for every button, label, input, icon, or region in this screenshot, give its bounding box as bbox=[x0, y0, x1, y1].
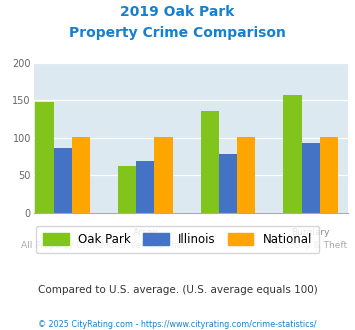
Text: Burglary: Burglary bbox=[291, 228, 330, 237]
Text: 2019 Oak Park: 2019 Oak Park bbox=[120, 5, 235, 19]
Bar bbox=[283, 95, 302, 213]
Bar bbox=[136, 161, 154, 213]
Bar bbox=[118, 166, 136, 213]
Text: Property Crime Comparison: Property Crime Comparison bbox=[69, 26, 286, 40]
Text: Arson: Arson bbox=[132, 228, 158, 237]
Bar bbox=[36, 103, 54, 213]
Bar bbox=[237, 137, 255, 213]
Bar bbox=[201, 111, 219, 213]
Legend: Oak Park, Illinois, National: Oak Park, Illinois, National bbox=[36, 226, 320, 253]
Bar bbox=[302, 143, 320, 213]
Text: © 2025 CityRating.com - https://www.cityrating.com/crime-statistics/: © 2025 CityRating.com - https://www.city… bbox=[38, 320, 317, 329]
Text: Compared to U.S. average. (U.S. average equals 100): Compared to U.S. average. (U.S. average … bbox=[38, 285, 317, 295]
Bar bbox=[219, 153, 237, 213]
Bar bbox=[320, 137, 338, 213]
Bar bbox=[72, 137, 90, 213]
Text: All Property Crime: All Property Crime bbox=[21, 241, 104, 250]
Text: Larceny & Theft: Larceny & Theft bbox=[275, 241, 347, 250]
Bar bbox=[54, 148, 72, 213]
Text: Motor Vehicle Theft: Motor Vehicle Theft bbox=[101, 241, 189, 250]
Bar bbox=[154, 137, 173, 213]
